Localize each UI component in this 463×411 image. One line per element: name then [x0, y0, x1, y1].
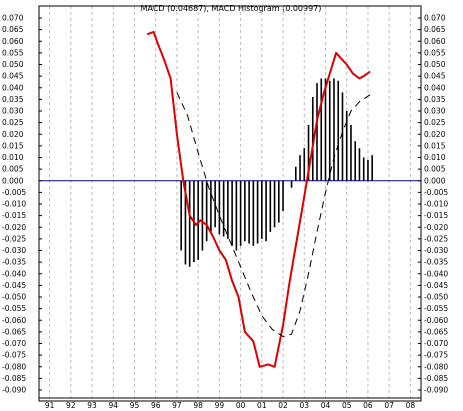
y-tick-label-right: 0.035 [424, 95, 446, 104]
y-tick-label-left: 0.045 [2, 72, 24, 81]
y-tick-label-right: -0.075 [424, 351, 448, 360]
y-tick-label-right: -0.065 [424, 327, 448, 336]
x-tick-label: 07 [384, 401, 394, 410]
y-tick-label-right: 0.005 [424, 165, 446, 174]
y-tick-label-right: 0.055 [424, 48, 446, 57]
x-tick-label: 02 [278, 401, 288, 410]
x-tick-label: 03 [300, 401, 310, 410]
y-tick-label-left: -0.005 [2, 188, 26, 197]
y-tick-label-left: -0.085 [2, 374, 26, 383]
x-tick-label: 00 [236, 401, 246, 410]
y-tick-label-left: 0.070 [2, 14, 24, 23]
x-tick-label: 01 [257, 401, 267, 410]
y-tick-label-left: 0.030 [2, 107, 24, 116]
y-tick-label-right: 0.050 [424, 60, 446, 69]
x-tick-label: 04 [321, 401, 331, 410]
y-tick-label-left: 0.040 [2, 83, 24, 92]
y-tick-label-left: -0.050 [2, 293, 26, 302]
chart-title: MACD (0.04687), MACD Histogram (0.00997) [141, 4, 322, 13]
y-tick-label-left: 0.020 [2, 130, 24, 139]
y-tick-label-right: -0.055 [424, 304, 448, 313]
y-tick-label-left: -0.025 [2, 234, 26, 243]
y-tick-label-right: 0.070 [424, 14, 446, 23]
y-tick-label-left: 0.050 [2, 60, 24, 69]
y-tick-label-right: 0.020 [424, 130, 446, 139]
y-tick-label-right: 0.040 [424, 83, 446, 92]
y-tick-label-right: -0.090 [424, 386, 448, 395]
x-tick-label: 94 [109, 401, 119, 410]
y-tick-label-right: -0.040 [424, 269, 448, 278]
y-tick-label-right: -0.020 [424, 223, 448, 232]
y-tick-label-right: 0.045 [424, 72, 446, 81]
y-axis-right: 0.070 0.065 0.060 0.055 0.050 0.045 0.040 0.035… [418, 14, 448, 395]
y-tick-label-right: 0.025 [424, 118, 446, 127]
y-tick-label-left: -0.045 [2, 281, 26, 290]
y-tick-label-right: -0.085 [424, 374, 448, 383]
y-tick-label-right: -0.030 [424, 246, 448, 255]
y-tick-label-left: 0.025 [2, 118, 24, 127]
y-tick-label-right: -0.005 [424, 188, 448, 197]
y-tick-label-left: -0.080 [2, 362, 26, 371]
y-tick-label-right: -0.025 [424, 234, 448, 243]
y-tick-label-left: -0.070 [2, 339, 26, 348]
y-tick-label-left: -0.090 [2, 386, 26, 395]
x-tick-label: 98 [193, 401, 203, 410]
y-tick-label-right: 0.030 [424, 107, 446, 116]
y-tick-label-left: 0.010 [2, 153, 24, 162]
series-lines [146, 30, 371, 368]
x-tick-label: 08 [406, 401, 416, 410]
x-tick-label: 92 [66, 401, 76, 410]
x-tick-label: 05 [342, 401, 352, 410]
y-tick-label-right: 0.000 [424, 176, 446, 185]
vertical-grid [49, 6, 411, 398]
y-tick-label-right: -0.060 [424, 316, 448, 325]
y-tick-label-left: 0.000 [2, 176, 24, 185]
signal-line [176, 92, 371, 337]
x-tick-label: 96 [151, 401, 161, 410]
y-tick-label-right: -0.035 [424, 258, 448, 267]
y-tick-label-right: 0.060 [424, 37, 446, 46]
y-tick-label-right: 0.015 [424, 141, 446, 150]
y-tick-label-left: -0.040 [2, 269, 26, 278]
histogram-bars [180, 78, 373, 267]
y-tick-label-right: -0.045 [424, 281, 448, 290]
y-tick-label-right: -0.015 [424, 211, 448, 220]
y-tick-label-left: -0.030 [2, 246, 26, 255]
y-tick-label-right: 0.065 [424, 25, 446, 34]
y-tick-label-right: 0.010 [424, 153, 446, 162]
y-tick-label-left: -0.075 [2, 351, 26, 360]
y-tick-label-right: -0.070 [424, 339, 448, 348]
y-tick-label-right: -0.010 [424, 200, 448, 209]
x-tick-label: 95 [130, 401, 140, 410]
x-tick-label: 97 [172, 401, 182, 410]
y-tick-label-left: -0.035 [2, 258, 26, 267]
y-tick-label-right: -0.080 [424, 362, 448, 371]
plot-frame [38, 5, 422, 402]
y-tick-label-left: -0.010 [2, 200, 26, 209]
y-tick-label-left: 0.005 [2, 165, 24, 174]
y-tick-label-left: 0.065 [2, 25, 24, 34]
y-axis-left: 0.070 0.065 0.060 0.055 0.050 0.045 0.040 0.035… [2, 14, 42, 395]
x-tick-label: 99 [215, 401, 225, 410]
x-tick-label: 91 [45, 401, 55, 410]
x-tick-label: 06 [363, 401, 373, 410]
y-tick-label-left: 0.060 [2, 37, 24, 46]
y-tick-label-left: -0.055 [2, 304, 26, 313]
y-tick-label-right: -0.050 [424, 293, 448, 302]
y-tick-label-left: 0.035 [2, 95, 24, 104]
x-tick-label: 93 [87, 401, 97, 410]
x-axis: 91 92 93 94 95 96 97 98 99 00 01 02 03 04 05 06 07 08 [45, 401, 416, 410]
y-tick-label-left: -0.015 [2, 211, 26, 220]
y-tick-label-left: 0.015 [2, 141, 24, 150]
y-tick-label-left: -0.060 [2, 316, 26, 325]
y-tick-label-left: -0.065 [2, 327, 26, 336]
macd-line [146, 30, 371, 368]
y-tick-label-left: 0.055 [2, 48, 24, 57]
y-tick-label-left: -0.020 [2, 223, 26, 232]
